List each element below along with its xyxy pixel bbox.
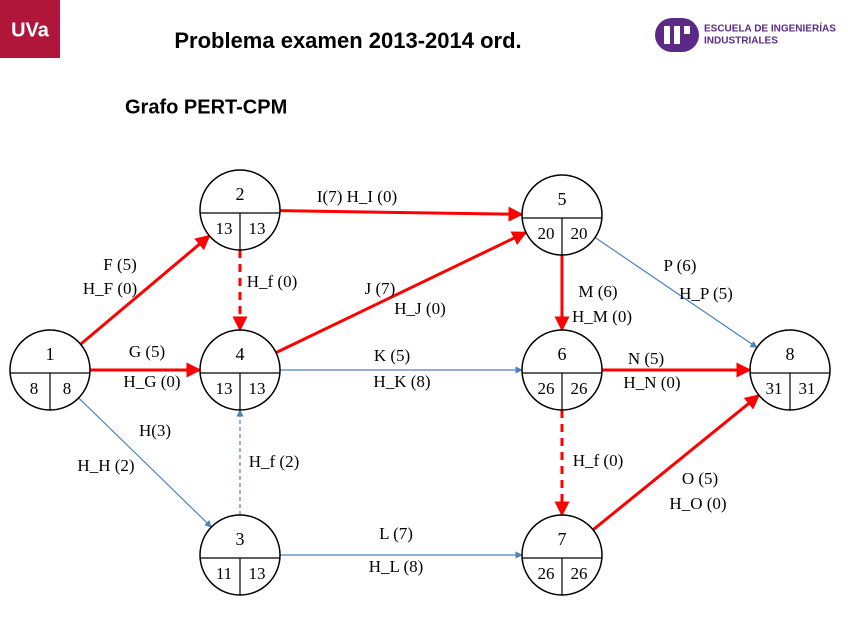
school-logo bbox=[655, 18, 699, 52]
node-early: 13 bbox=[216, 219, 233, 238]
edge-label: I(7) H_I (0) bbox=[317, 187, 397, 206]
node-label: 5 bbox=[558, 189, 567, 209]
subtitle: Grafo PERT-CPM bbox=[125, 96, 287, 118]
edge-label: H_N (0) bbox=[623, 373, 680, 392]
edge-label: H_f (2) bbox=[249, 452, 300, 471]
node-early: 26 bbox=[538, 379, 555, 398]
edge-label: F (5) bbox=[103, 255, 137, 274]
node-label: 4 bbox=[236, 344, 245, 364]
edge-arrow bbox=[78, 397, 212, 528]
node-label: 3 bbox=[236, 529, 245, 549]
node-early: 31 bbox=[766, 379, 783, 398]
edge-label: H_L (8) bbox=[369, 557, 424, 576]
node-late: 8 bbox=[63, 379, 72, 398]
edge-label: H(3) bbox=[139, 421, 171, 440]
node-label: 6 bbox=[558, 344, 567, 364]
school-name: ESCUELA DE INGENIERÍAS bbox=[704, 22, 836, 35]
node-late: 13 bbox=[249, 379, 266, 398]
edge-label: L (7) bbox=[379, 524, 413, 543]
edge-label: H_J (0) bbox=[394, 299, 445, 318]
node-early: 20 bbox=[538, 224, 555, 243]
node-label: 7 bbox=[558, 529, 567, 549]
edge-label: H_f (0) bbox=[247, 272, 298, 291]
edge-label: N (5) bbox=[628, 349, 664, 368]
edge-label: H_f (0) bbox=[573, 451, 624, 470]
node-late: 20 bbox=[571, 224, 588, 243]
edge-label: H_P (5) bbox=[679, 284, 733, 303]
node-early: 26 bbox=[538, 564, 555, 583]
logo-text: UVa bbox=[11, 19, 50, 41]
edge-label: H_M (0) bbox=[572, 307, 632, 326]
node-late: 31 bbox=[799, 379, 816, 398]
node-label: 8 bbox=[786, 344, 795, 364]
node-early: 13 bbox=[216, 379, 233, 398]
node-label: 1 bbox=[46, 344, 55, 364]
edge-arrow bbox=[275, 230, 528, 355]
edge-label: M (6) bbox=[578, 282, 617, 301]
node-early: 8 bbox=[30, 379, 39, 398]
node-label: 2 bbox=[236, 184, 245, 204]
title: Problema examen 2013-2014 ord. bbox=[174, 28, 521, 53]
edge-arrow bbox=[594, 236, 758, 349]
edge-label: K (5) bbox=[374, 346, 410, 365]
edge-label: O (5) bbox=[682, 469, 718, 488]
edge-label: P (6) bbox=[664, 256, 697, 275]
edge-arrow bbox=[79, 234, 211, 346]
edge-label: H_K (8) bbox=[373, 372, 430, 391]
logo-box bbox=[0, 0, 60, 58]
node-late: 13 bbox=[249, 564, 266, 583]
school-name: INDUSTRIALES bbox=[704, 36, 778, 47]
edge-label: H_F (0) bbox=[83, 279, 137, 298]
node-late: 13 bbox=[249, 219, 266, 238]
edge-label: H_O (0) bbox=[669, 494, 726, 513]
edge-arrow bbox=[279, 206, 524, 222]
edge-label: H_G (0) bbox=[123, 372, 180, 391]
edge-label: J (7) bbox=[365, 279, 396, 298]
edge-arrow bbox=[592, 394, 761, 531]
edge-label: G (5) bbox=[129, 342, 165, 361]
node-early: 11 bbox=[216, 564, 232, 583]
edge-label: H_H (2) bbox=[77, 456, 134, 475]
node-late: 26 bbox=[571, 564, 588, 583]
node-late: 26 bbox=[571, 379, 588, 398]
